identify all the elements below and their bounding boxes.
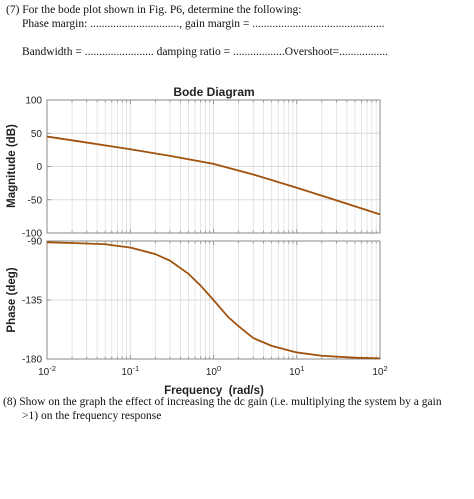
y-tick-label: -90 bbox=[28, 237, 43, 248]
question-7-line-3: Bandwidth = ........................ dam… bbox=[22, 46, 389, 58]
x-tick-label: 10-1 bbox=[121, 364, 139, 378]
phase-axis-label: Phase (deg) bbox=[6, 267, 18, 332]
frequency-axis-label: Frequency (rad/s) bbox=[164, 385, 264, 397]
magnitude-curve bbox=[46, 135, 381, 216]
x-tick-label: 102 bbox=[372, 364, 387, 378]
magnitude-axis-label: Magnitude (dB) bbox=[6, 124, 18, 208]
chart-title: Bode Diagram bbox=[173, 85, 254, 99]
y-tick-label: 0 bbox=[36, 162, 42, 173]
y-tick-label: 100 bbox=[25, 96, 42, 107]
phase-curve bbox=[46, 241, 381, 360]
magnitude-y-ticks: 100 50 0 -50 -100 bbox=[22, 96, 51, 240]
x-tick-label: 10-2 bbox=[38, 364, 56, 378]
y-tick-label: 50 bbox=[31, 129, 43, 140]
x-tick-label: 101 bbox=[289, 364, 304, 378]
phase-grid bbox=[47, 241, 380, 359]
question-7-line-2: Phase margin: ..........................… bbox=[22, 18, 385, 30]
y-tick-label: -135 bbox=[22, 296, 42, 307]
y-tick-label: -50 bbox=[28, 195, 43, 206]
x-tick-label: 100 bbox=[206, 364, 221, 378]
question-8-line-2: >1) on the frequency response bbox=[22, 410, 162, 422]
y-tick-label: -180 bbox=[22, 355, 42, 366]
question-7-line-1: (7) For the bode plot shown in Fig. P6, … bbox=[6, 4, 302, 16]
question-8-line-1: (8) Show on the graph the effect of incr… bbox=[3, 396, 442, 408]
y-tick-label: -100 bbox=[22, 229, 42, 240]
phase-y-ticks: -90 -135 -180 bbox=[22, 237, 51, 366]
magnitude-grid bbox=[47, 100, 380, 233]
frequency-x-ticks: 10-2 10-1 100 101 102 bbox=[38, 364, 388, 378]
